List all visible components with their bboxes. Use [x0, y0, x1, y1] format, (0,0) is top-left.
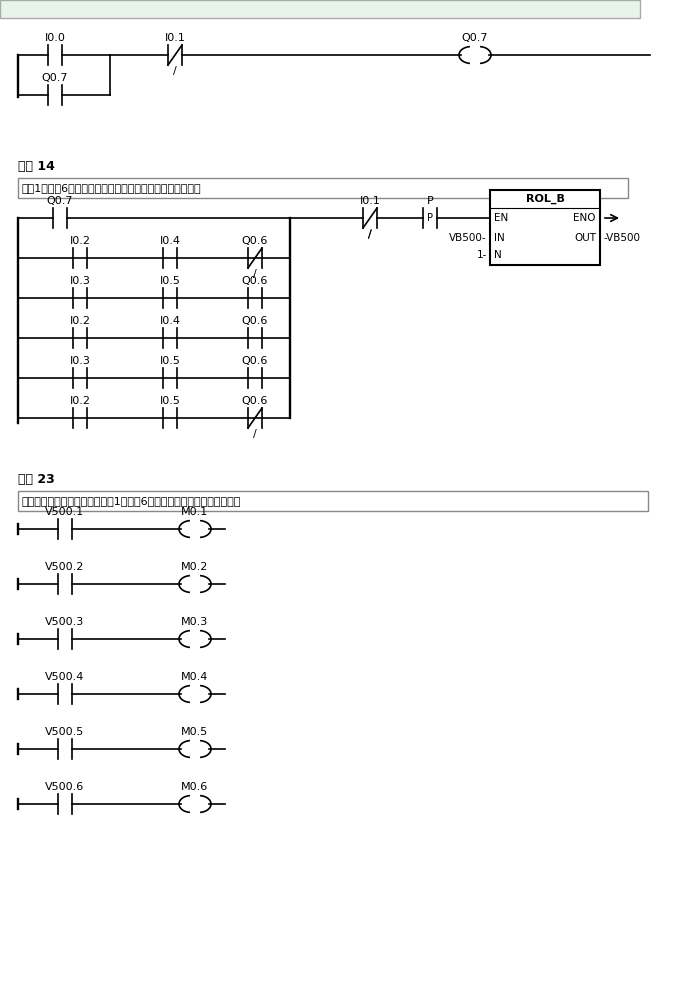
- Text: 网路 14: 网路 14: [18, 160, 55, 173]
- Text: I0.1: I0.1: [164, 33, 185, 43]
- Text: V500.3: V500.3: [45, 617, 84, 627]
- Text: Q0.6: Q0.6: [242, 236, 268, 246]
- Text: Q0.6: Q0.6: [242, 356, 268, 366]
- Text: I0.2: I0.2: [70, 316, 91, 326]
- Text: M0.4: M0.4: [181, 672, 209, 682]
- Text: M0.6: M0.6: [181, 782, 209, 792]
- Bar: [18, 178, 628, 198]
- Text: 网络 23: 网络 23: [18, 473, 55, 486]
- Text: I0.5: I0.5: [160, 276, 180, 286]
- Text: I0.5: I0.5: [160, 396, 180, 406]
- Text: ROL_B: ROL_B: [525, 194, 564, 204]
- Text: V500.6: V500.6: [45, 782, 84, 792]
- Text: Q0.6: Q0.6: [242, 396, 268, 406]
- Text: /: /: [253, 269, 257, 279]
- Text: P: P: [427, 196, 433, 206]
- Text: V500.2: V500.2: [45, 562, 84, 572]
- Bar: [18, 491, 648, 511]
- Text: /: /: [253, 429, 257, 439]
- Text: M0.1: M0.1: [181, 507, 209, 517]
- Text: OUT: OUT: [574, 233, 596, 243]
- Text: Q0.7: Q0.7: [47, 196, 73, 206]
- Text: /: /: [368, 230, 372, 240]
- Bar: [490, 190, 600, 265]
- Text: IN: IN: [494, 233, 505, 243]
- Text: I0.1: I0.1: [360, 196, 381, 206]
- Text: Q0.6: Q0.6: [242, 276, 268, 286]
- Text: I0.2: I0.2: [70, 236, 91, 246]
- Bar: [0, 0, 640, 18]
- Text: Q0.6: Q0.6: [242, 316, 268, 326]
- Text: 1-: 1-: [477, 250, 487, 260]
- Text: /: /: [368, 229, 372, 239]
- Text: M0.3: M0.3: [181, 617, 209, 627]
- Text: I0.5: I0.5: [160, 356, 180, 366]
- Text: V500.4: V500.4: [45, 672, 84, 682]
- Text: M0.2: M0.2: [181, 562, 209, 572]
- Text: ENO: ENO: [573, 213, 596, 223]
- Text: /: /: [173, 66, 177, 76]
- Text: M0.5: M0.5: [181, 727, 209, 737]
- Text: I0.3: I0.3: [70, 356, 91, 366]
- Text: I0.3: I0.3: [70, 276, 91, 286]
- Text: VB500-: VB500-: [450, 233, 487, 243]
- Text: 工兴1至工兴6，每个工序启动的条件与各输入输出触点关系: 工兴1至工兴6，每个工序启动的条件与各输入输出触点关系: [22, 183, 201, 193]
- Text: I0.4: I0.4: [160, 316, 180, 326]
- Text: N: N: [494, 250, 502, 260]
- Text: V500.1: V500.1: [45, 507, 84, 517]
- Text: 通过移位寄存器模块，实现工兴1至工兴6的顺序启动，实现多工序控制。: 通过移位寄存器模块，实现工兴1至工兴6的顺序启动，实现多工序控制。: [22, 496, 241, 506]
- Text: -VB500: -VB500: [603, 233, 640, 243]
- Text: Q0.7: Q0.7: [462, 33, 488, 43]
- Text: EN: EN: [494, 213, 508, 223]
- Text: I0.4: I0.4: [160, 236, 180, 246]
- Text: V500.5: V500.5: [45, 727, 84, 737]
- Text: I0.0: I0.0: [45, 33, 66, 43]
- Text: P: P: [427, 213, 433, 223]
- Text: Q0.7: Q0.7: [42, 73, 68, 83]
- Text: I0.2: I0.2: [70, 396, 91, 406]
